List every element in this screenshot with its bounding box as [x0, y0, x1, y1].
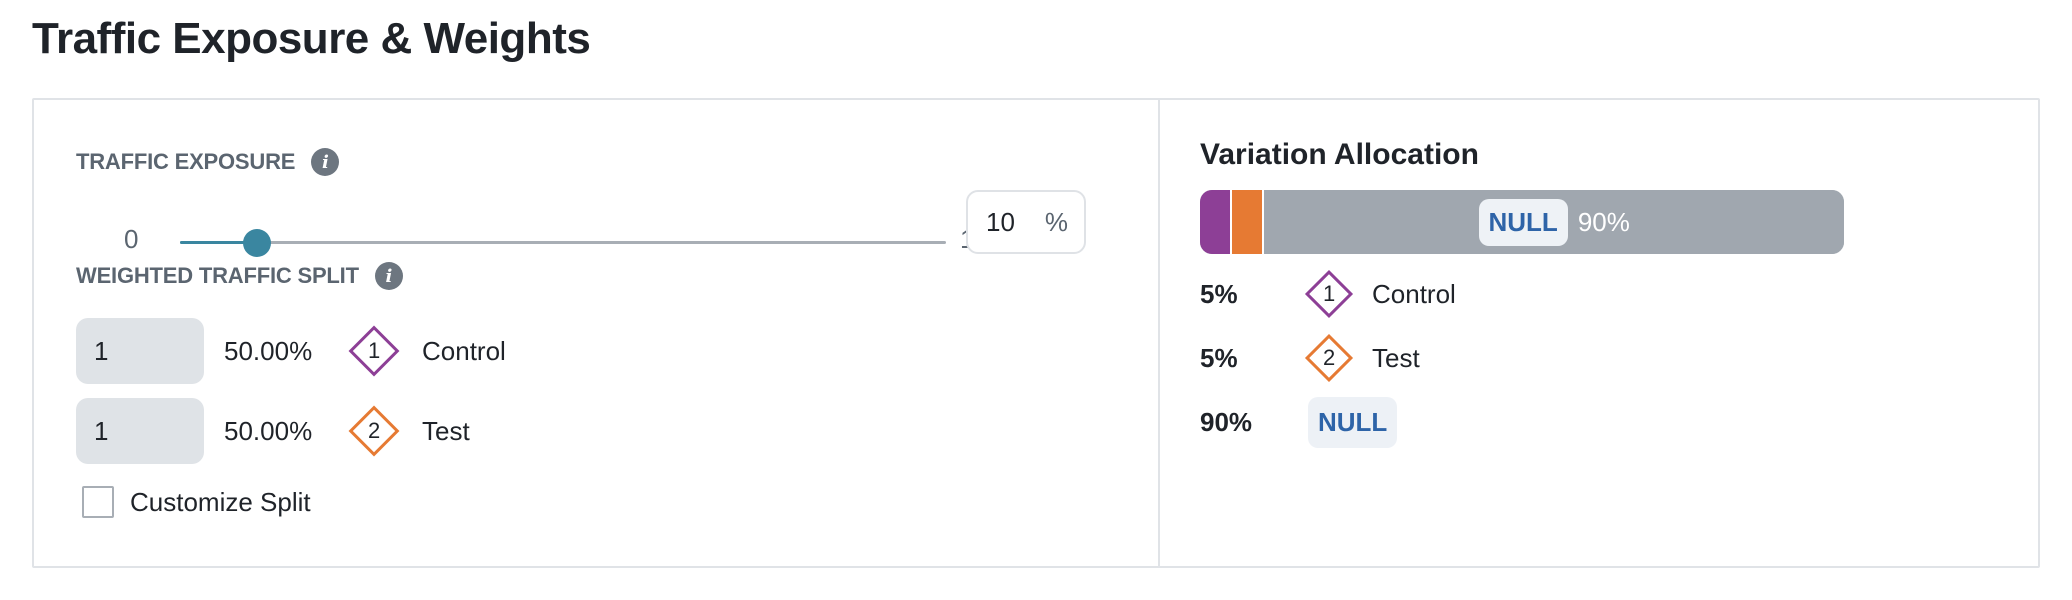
traffic-exposure-input[interactable] — [986, 206, 1034, 238]
customize-split-checkbox[interactable] — [82, 486, 114, 518]
page-title: Traffic Exposure & Weights — [32, 14, 591, 63]
slider-fill — [180, 241, 257, 244]
variation-test: 2 Test — [348, 405, 470, 457]
allocation-segment-null: NULL 90% — [1264, 190, 1844, 254]
variation-name-test: Test — [422, 415, 470, 446]
weighted-split-label: WEIGHTED TRAFFIC SPLIT — [76, 263, 359, 288]
weight-percent-control: 50.00% — [224, 335, 313, 366]
variation-badge-icon: 1 — [348, 325, 400, 377]
weight-input-test[interactable] — [76, 398, 204, 464]
exposure-pane: TRAFFIC EXPOSURE i 0 100 % WEIGHTED TRAF… — [34, 100, 1160, 566]
allocation-row-null: 90% NULL — [1200, 396, 1398, 448]
variation-name-control: Control — [422, 335, 506, 366]
variation-badge-icon: 1 — [1304, 269, 1354, 319]
allocation-segment-test — [1232, 190, 1265, 254]
customize-split-label: Customize Split — [130, 486, 311, 517]
allocation-percent: 5% — [1200, 278, 1238, 309]
allocation-pane: Variation Allocation NULL 90% 5% 1 Contr… — [1160, 100, 2038, 566]
allocation-segment-control — [1200, 190, 1233, 254]
allocation-percent: 90% — [1200, 406, 1253, 437]
null-chip: NULL — [1308, 396, 1398, 448]
allocation-row-control: 5% 1 Control — [1200, 269, 1456, 319]
allocation-percent: 5% — [1200, 342, 1238, 373]
weighted-split-heading: WEIGHTED TRAFFIC SPLIT i — [76, 262, 403, 290]
weight-row-test: 50.00% 2 Test — [76, 398, 470, 464]
null-chip: NULL — [1478, 198, 1568, 246]
allocation-variation-name: Control — [1372, 278, 1456, 309]
allocation-bar: NULL 90% — [1200, 190, 1844, 254]
weight-row-control: 50.00% 1 Control — [76, 318, 506, 384]
customize-split-toggle[interactable]: Customize Split — [82, 486, 311, 518]
weight-percent-test: 50.00% — [224, 415, 313, 446]
info-icon[interactable]: i — [374, 262, 403, 290]
traffic-exposure-input-wrapper: % — [966, 190, 1086, 254]
allocation-variation-name: Test — [1372, 342, 1420, 373]
percent-unit: % — [1044, 206, 1068, 237]
variation-badge-icon: 2 — [1304, 333, 1354, 383]
weight-input-control[interactable] — [76, 318, 204, 384]
allocation-title: Variation Allocation — [1200, 138, 1479, 171]
traffic-exposure-heading: TRAFFIC EXPOSURE i — [76, 148, 340, 176]
slider-track[interactable] — [180, 241, 946, 244]
traffic-exposure-label: TRAFFIC EXPOSURE — [76, 149, 296, 174]
info-icon[interactable]: i — [311, 148, 340, 176]
null-segment-percent: 90% — [1577, 206, 1630, 237]
slider-thumb[interactable] — [242, 229, 271, 257]
traffic-card: TRAFFIC EXPOSURE i 0 100 % WEIGHTED TRAF… — [32, 98, 2040, 568]
variation-control: 1 Control — [348, 325, 506, 377]
allocation-row-test: 5% 2 Test — [1200, 333, 1420, 383]
slider-min-label: 0 — [124, 224, 139, 254]
variation-badge-icon: 2 — [348, 405, 400, 457]
